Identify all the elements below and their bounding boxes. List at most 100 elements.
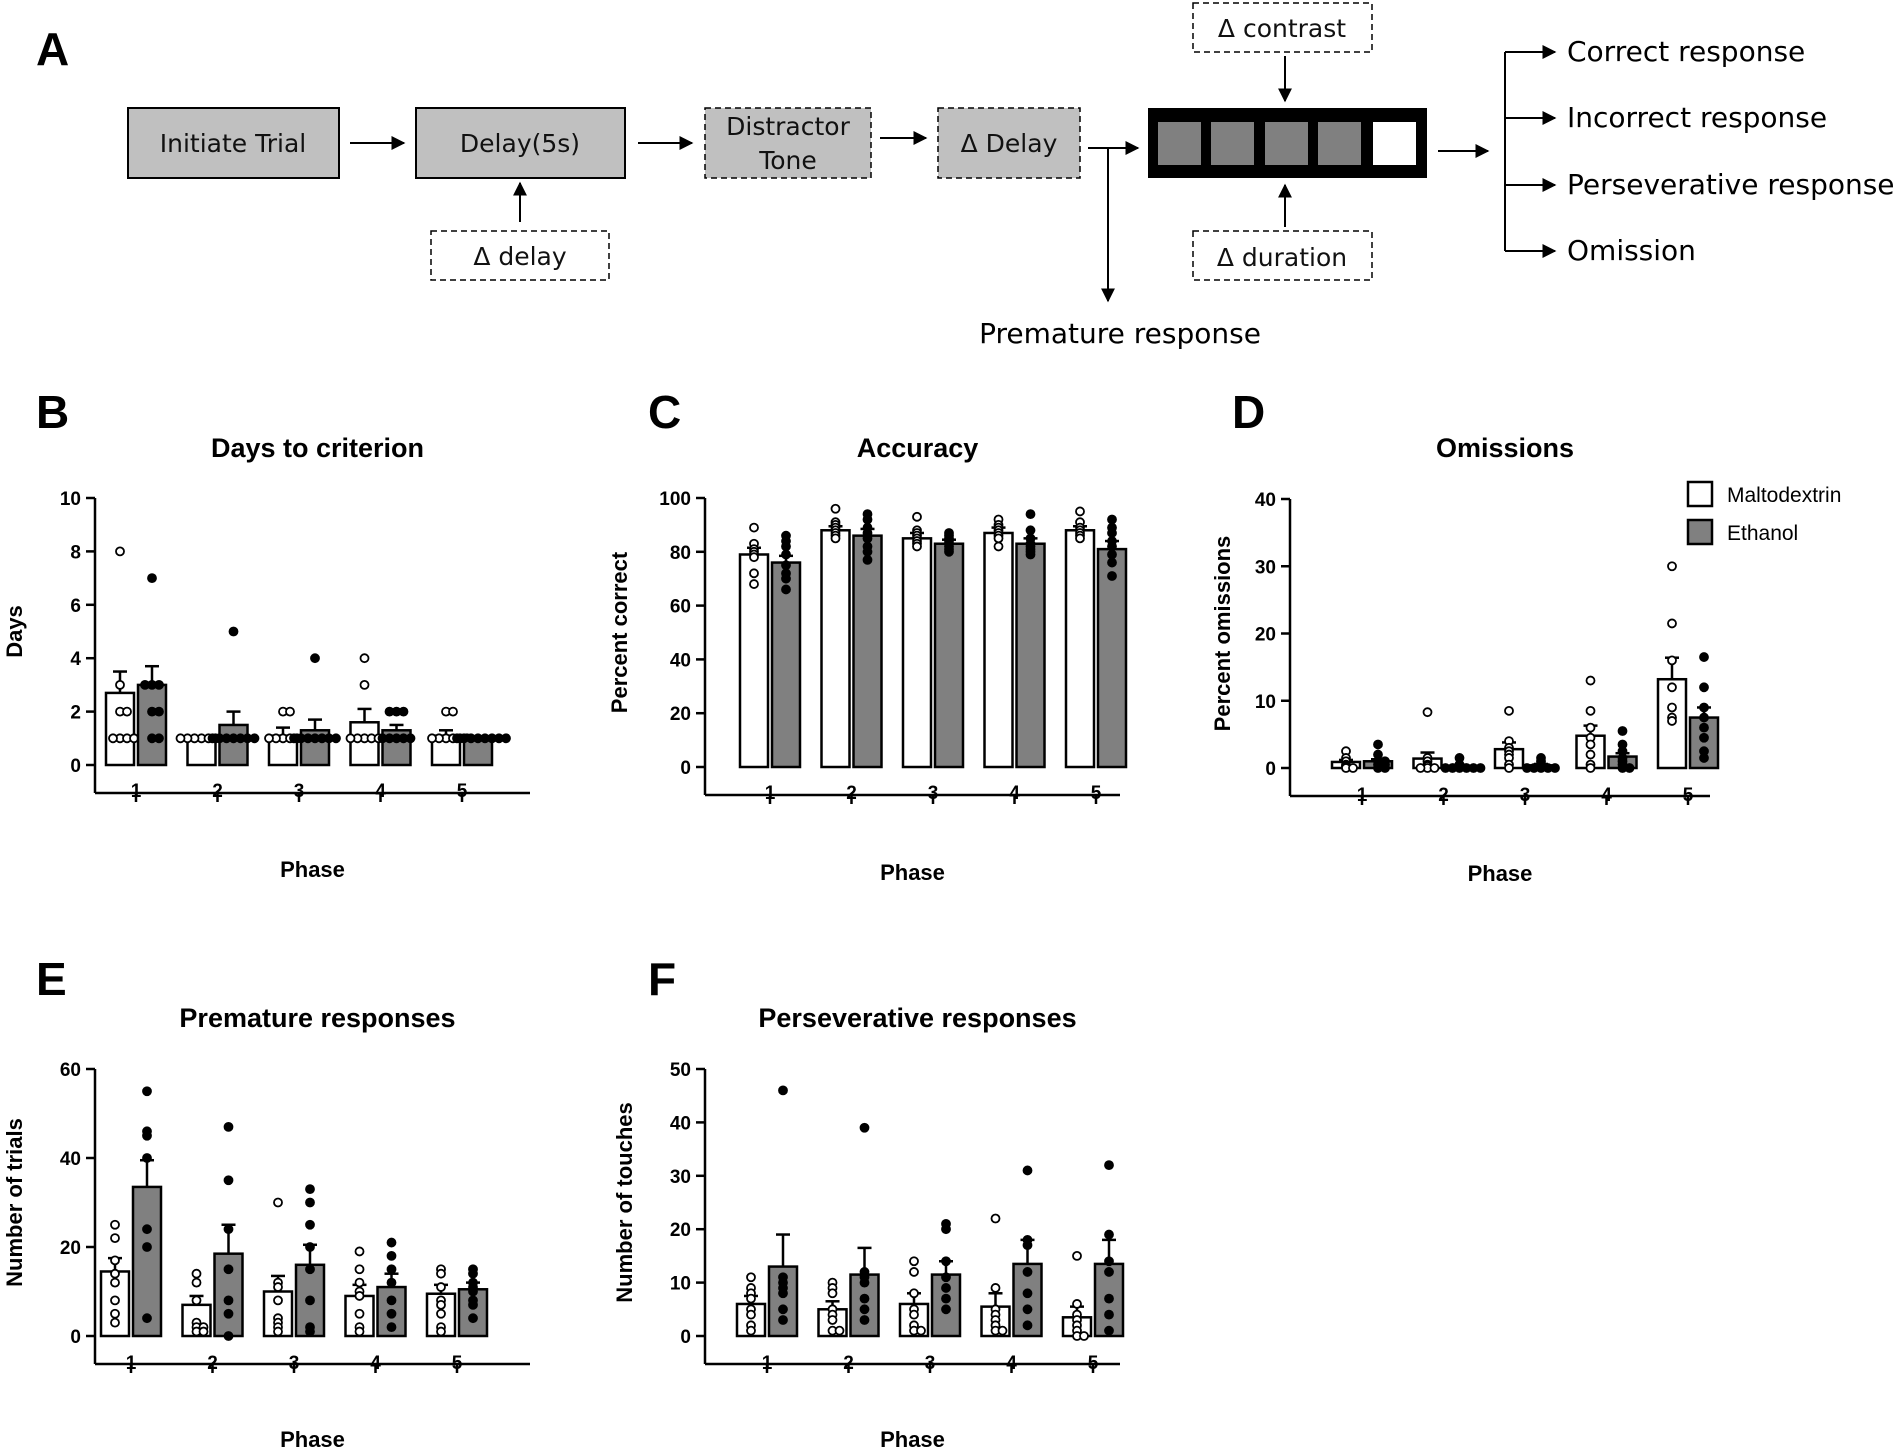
data-point-ethanol (305, 1264, 315, 1275)
data-point-ethanol (468, 1299, 478, 1310)
data-point-ethanol (1104, 1267, 1114, 1277)
data-point-ethanol (1440, 763, 1451, 773)
x-tick-label: 5 (1088, 1353, 1099, 1374)
data-point-maltodextrin (749, 552, 759, 563)
data-point-ethanol (778, 1085, 788, 1096)
y-tick-label: 4 (70, 649, 81, 670)
data-point-maltodextrin (273, 1197, 283, 1208)
x-tick-label: 4 (370, 1353, 381, 1374)
bar-maltodextrin (1064, 529, 1096, 769)
y-tick-label: 20 (1255, 625, 1276, 646)
bar-ethanol (852, 534, 883, 769)
x-tick-label: 3 (289, 1353, 300, 1374)
initiate-trial-label: Initiate Trial (160, 129, 306, 158)
chart-d: Omissions 0 10 20 30 40 1 2 3 4 5 Phase Percent omis… (1210, 433, 1720, 886)
data-point-ethanol (781, 573, 791, 584)
data-point-ethanol (305, 1184, 315, 1195)
outcome-correct-label: Correct response (1567, 35, 1805, 68)
data-point-ethanol (862, 533, 873, 544)
delay-box (415, 107, 626, 179)
data-point-maltodextrin (427, 733, 437, 744)
y-tick-label: 80 (670, 543, 691, 564)
data-point-maltodextrin (110, 1308, 120, 1319)
data-point-ethanol (142, 1224, 152, 1235)
bar-ethanol (1015, 542, 1046, 769)
legend-swatch-maltodextrin (1686, 480, 1714, 508)
data-point-ethanol (147, 573, 157, 583)
y-tick-label: 40 (60, 1149, 81, 1170)
data-point-maltodextrin (198, 1326, 209, 1337)
data-point-ethanol (142, 1086, 152, 1097)
data-point-ethanol (386, 1277, 397, 1288)
data-point-ethanol (331, 733, 341, 744)
y-tick-label: 40 (1255, 490, 1276, 511)
x-tick-label: 2 (207, 1353, 218, 1374)
data-point-maltodextrin (1079, 1331, 1089, 1341)
legend-label-ethanol: Ethanol (1727, 522, 1798, 545)
data-point-maltodextrin (436, 1308, 446, 1319)
data-point-maltodextrin (436, 1326, 446, 1337)
data-point-maltodextrin (827, 1315, 838, 1325)
distractor-label-line1: Distractor (726, 112, 850, 141)
x-tick-label: 5 (452, 1353, 463, 1374)
data-point-maltodextrin (1667, 682, 1677, 693)
data-point-maltodextrin (191, 1295, 202, 1306)
data-point-maltodextrin (1667, 618, 1677, 629)
data-point-maltodextrin (1585, 739, 1596, 750)
data-point-maltodextrin (285, 706, 295, 717)
x-tick-label: 5 (1683, 785, 1694, 806)
data-point-maltodextrin (1429, 763, 1440, 773)
chart-title: Perseverative responses (758, 1003, 1076, 1033)
data-point-maltodextrin (115, 680, 125, 690)
data-point-maltodextrin (354, 1264, 365, 1275)
data-point-maltodextrin (264, 733, 274, 744)
data-point-maltodextrin (1075, 506, 1085, 517)
data-point-maltodextrin (834, 1325, 845, 1336)
data-point-maltodextrin (1348, 763, 1358, 773)
panel-letter-f: F (648, 953, 676, 1005)
data-point-ethanol (1104, 1160, 1114, 1171)
data-point-ethanol (305, 1295, 315, 1306)
data-point-maltodextrin (354, 1308, 365, 1319)
data-point-ethanol (223, 1331, 234, 1341)
data-point-ethanol (468, 1268, 478, 1279)
data-point-ethanol (778, 1304, 788, 1315)
data-point-ethanol (781, 549, 791, 560)
data-point-ethanol (1699, 712, 1709, 723)
outcome-omission-label: Omission (1567, 234, 1696, 267)
x-axis-label: Phase (880, 860, 945, 885)
data-point-ethanol (207, 733, 218, 744)
data-point-ethanol (1022, 1304, 1033, 1315)
legend-label-maltodextrin: Maltodextrin (1727, 484, 1841, 507)
data-point-ethanol (862, 554, 873, 565)
y-tick-label: 20 (60, 1238, 81, 1259)
data-point-ethanol (781, 560, 791, 571)
data-point-maltodextrin (746, 1309, 756, 1320)
data-point-maltodextrin (436, 1282, 446, 1292)
data-point-ethanol (1025, 509, 1036, 520)
delay-label: Delay(5s) (460, 129, 580, 158)
data-point-maltodextrin (122, 706, 132, 717)
delta-delay-box (937, 107, 1081, 179)
x-tick-label: 3 (925, 1353, 936, 1374)
delta-delay-label: Δ Delay (961, 129, 1058, 158)
data-point-maltodextrin (110, 1255, 120, 1266)
x-tick-label: 3 (1520, 785, 1531, 806)
data-point-ethanol (1104, 1293, 1114, 1304)
data-point-ethanol (154, 706, 164, 717)
chart-title: Days to criterion (211, 433, 424, 463)
distractor-tone-box (704, 107, 872, 179)
data-point-maltodextrin (354, 1277, 365, 1288)
data-point-ethanol (1107, 571, 1117, 581)
data-point-maltodextrin (909, 1309, 919, 1320)
data-point-ethanol (859, 1304, 870, 1315)
y-axis-label: Percent correct (607, 551, 632, 713)
bar-ethanol (218, 723, 249, 767)
data-point-ethanol (1022, 1288, 1033, 1299)
screen-window-5-lit (1373, 122, 1416, 165)
data-point-ethanol (386, 1264, 397, 1275)
data-point-maltodextrin (110, 1295, 120, 1306)
x-tick-label: 1 (765, 783, 776, 804)
y-tick-label: 50 (670, 1060, 691, 1081)
